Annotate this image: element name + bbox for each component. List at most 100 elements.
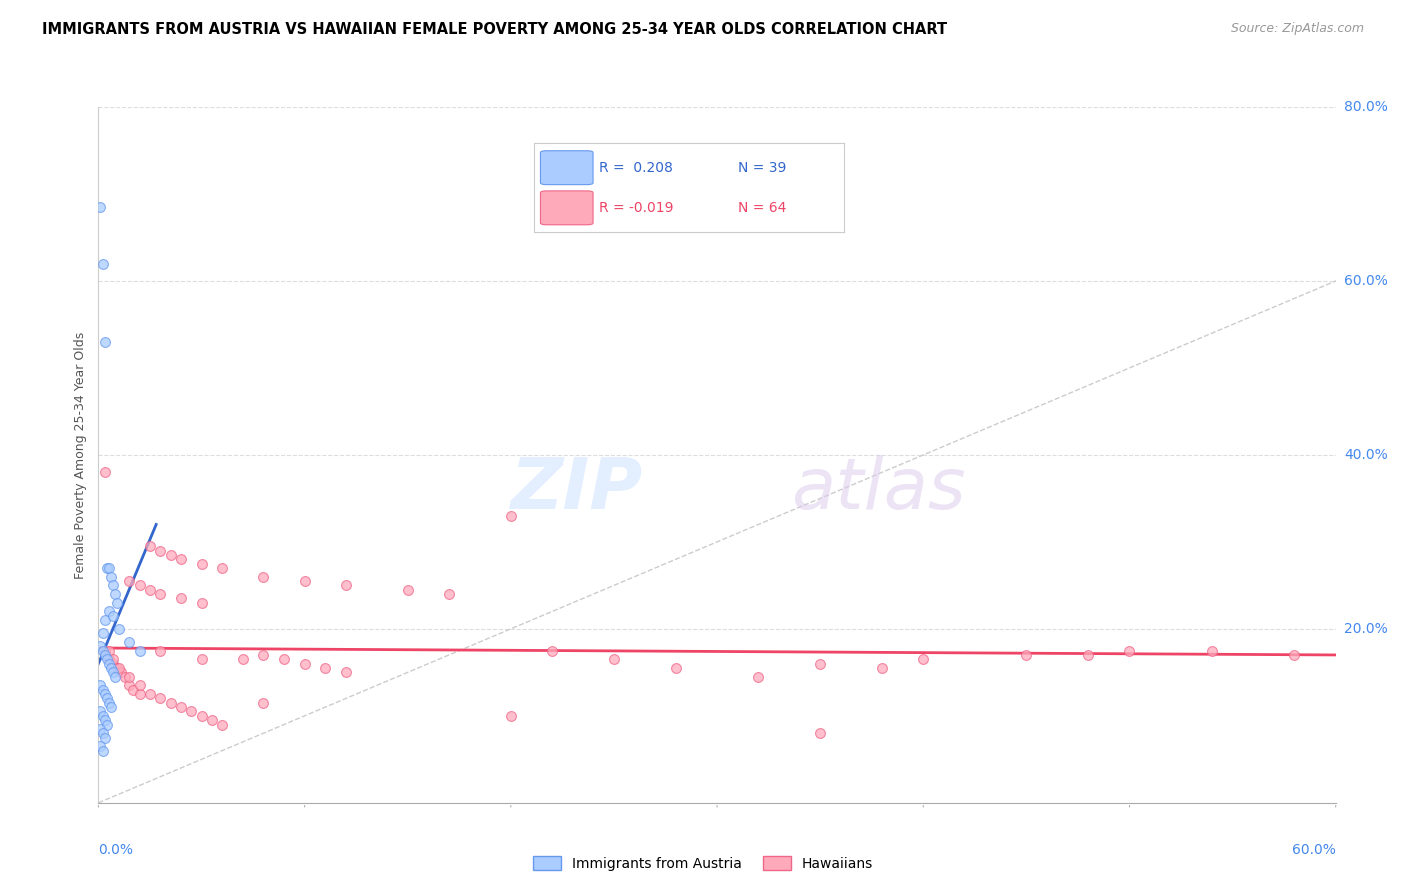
Point [180,705,202,719]
Point [211,717,233,731]
Point [91,256,114,270]
Point [665,661,688,675]
Point [149,543,172,558]
Point [273,652,295,666]
Point [808,726,831,740]
Point [190,652,212,666]
Point [808,657,831,671]
Point [96,717,118,731]
Text: N = 39: N = 39 [738,161,787,175]
Point [211,561,233,575]
Point [128,687,150,701]
Point [128,678,150,692]
Point [93,334,115,349]
Point [100,700,122,714]
Point [91,708,114,723]
Point [97,561,120,575]
Point [97,657,120,671]
Point [201,713,224,727]
Point [1015,648,1038,662]
Point [499,708,522,723]
Point [1118,643,1140,657]
Point [170,700,193,714]
Point [747,670,769,684]
Point [89,200,111,214]
Point [118,678,141,692]
Point [139,687,162,701]
Point [105,596,128,610]
Point [170,591,193,606]
Point [104,670,127,684]
Point [1284,648,1306,662]
Point [96,561,118,575]
Point [93,466,115,480]
Point [118,670,141,684]
Point [1201,643,1223,657]
Text: Source: ZipAtlas.com: Source: ZipAtlas.com [1230,22,1364,36]
Text: R = -0.019: R = -0.019 [599,201,673,215]
Point [252,570,274,584]
Point [93,687,115,701]
Point [128,643,150,657]
Point [190,596,212,610]
Point [314,661,336,675]
Point [149,587,172,601]
Point [335,578,357,592]
Point [170,552,193,566]
Point [139,539,162,553]
Text: 60.0%: 60.0% [1292,843,1336,857]
Point [89,639,111,653]
Point [252,648,274,662]
Point [101,657,124,671]
Point [499,508,522,523]
Point [159,548,181,562]
Point [110,665,132,680]
Text: 80.0%: 80.0% [1344,100,1388,114]
Point [93,643,115,657]
Point [128,578,150,592]
Point [101,608,124,623]
Point [104,587,127,601]
Text: R =  0.208: R = 0.208 [599,161,673,175]
Point [105,661,128,675]
Text: atlas: atlas [792,455,966,524]
FancyBboxPatch shape [540,151,593,185]
Point [603,652,626,666]
Point [89,722,111,736]
Point [108,661,131,675]
Point [91,744,114,758]
Text: 20.0%: 20.0% [1344,622,1388,636]
Text: 60.0%: 60.0% [1344,274,1388,288]
Point [97,643,120,657]
FancyBboxPatch shape [540,191,593,225]
Point [139,582,162,597]
Point [912,652,935,666]
Point [159,696,181,710]
Point [93,731,115,745]
Text: 0.0%: 0.0% [98,843,134,857]
Point [93,613,115,627]
Point [91,726,114,740]
Point [541,643,564,657]
Point [108,622,131,636]
Point [97,696,120,710]
Text: IMMIGRANTS FROM AUSTRIA VS HAWAIIAN FEMALE POVERTY AMONG 25-34 YEAR OLDS CORRELA: IMMIGRANTS FROM AUSTRIA VS HAWAIIAN FEMA… [42,22,948,37]
Point [101,652,124,666]
Point [252,696,274,710]
Point [118,635,141,649]
Point [118,574,141,588]
Point [91,643,114,657]
Point [89,705,111,719]
Point [93,713,115,727]
Point [870,661,893,675]
Point [91,626,114,640]
Point [294,574,316,588]
Point [396,582,419,597]
Point [190,557,212,571]
Point [190,708,212,723]
Point [96,652,118,666]
Point [96,691,118,706]
Point [93,648,115,662]
Point [122,682,145,697]
Point [437,587,460,601]
